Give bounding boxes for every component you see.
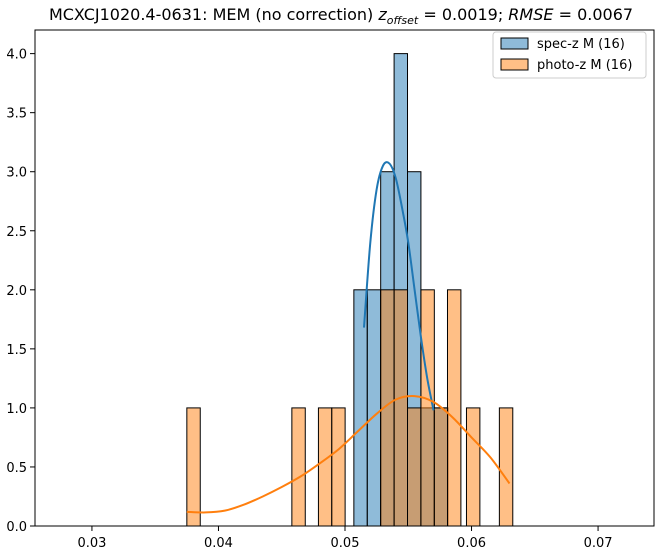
y-tick-label: 0.5 [6,461,27,476]
axes: 0.03 0.04 0.05 0.06 0.07 0.0 0.5 1.0 1.5 2.0 2.5 3.… [6,29,655,551]
legend-label-spec: spec-z M (16) [537,37,625,52]
x-tick-label: 0.03 [77,536,106,551]
bar-photo-2 [317,407,333,527]
y-tick-label: 3.0 [6,166,27,181]
kde-line-spec [362,161,435,411]
bar-photo-8 [433,407,449,527]
bar-photo-0 [186,407,201,527]
bar-photo-11 [498,407,514,527]
y-tick-label: 1.5 [6,343,27,358]
y-tick-label: 2.5 [6,225,27,240]
bar-photo-6 [407,407,422,527]
bar-photo-1 [291,407,306,527]
legend-swatch-spec [500,37,529,50]
legend-label-photo: photo-z M (16) [537,58,632,73]
x-tick-label: 0.04 [204,536,233,551]
bar-photo-10 [465,407,481,527]
y-tick-label: 2.0 [6,284,27,299]
bar-photo-9 [446,289,462,527]
y-tick-label: 0.0 [6,520,27,535]
bars-group [186,53,514,527]
x-tick-label: 0.06 [457,536,486,551]
chart-title: MCXCJ1020.4-0631: MEM (no correction) zo… [49,5,633,27]
y-tick-label: 3.5 [6,107,27,122]
y-tick-label: 1.0 [6,402,27,417]
legend-box [492,31,647,79]
y-tick-label: 4.0 [6,48,27,63]
legend: spec-z M (16) photo-z M (16) [492,31,647,79]
legend-swatch-photo [500,58,529,71]
bar-photo-5 [393,289,409,527]
bar-spec-1 [366,289,382,527]
x-tick-label: 0.05 [331,536,360,551]
bar-spec-0 [353,289,368,527]
bar-photo-3 [331,407,346,527]
kde-line-photo [186,395,511,514]
kde-curves [186,161,511,514]
x-tick-label: 0.07 [584,536,613,551]
